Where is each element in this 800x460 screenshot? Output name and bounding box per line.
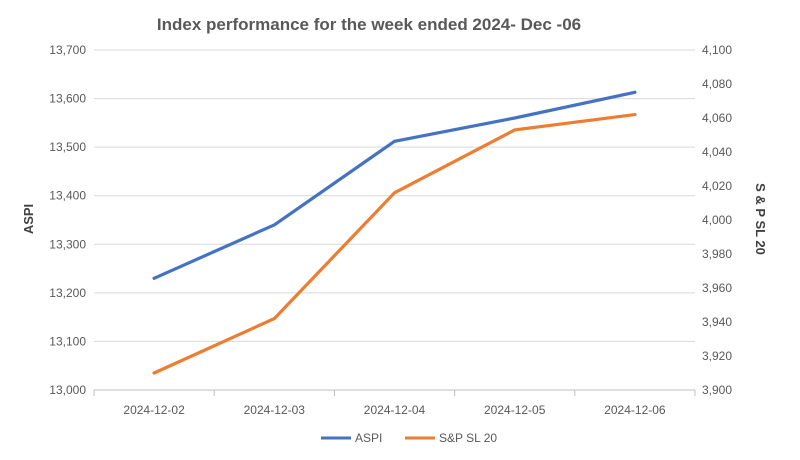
right-axis-title: S & P SL 20 bbox=[753, 183, 768, 255]
right-tick-label: 3,980 bbox=[702, 247, 732, 261]
x-tick-label: 2024-12-02 bbox=[123, 403, 185, 417]
data-point bbox=[633, 113, 637, 117]
right-tick-label: 4,020 bbox=[702, 179, 732, 193]
left-tick-label: 13,100 bbox=[49, 334, 86, 348]
right-tick-label: 3,900 bbox=[702, 383, 732, 397]
data-point bbox=[393, 139, 396, 143]
left-tick-label: 13,400 bbox=[49, 189, 86, 203]
data-point bbox=[152, 371, 156, 375]
left-tick-label: 13,700 bbox=[49, 43, 86, 57]
data-point bbox=[272, 317, 276, 321]
right-tick-label: 4,060 bbox=[702, 111, 732, 125]
data-point bbox=[513, 116, 517, 120]
x-tick-label: 2024-12-05 bbox=[484, 403, 546, 417]
legend-label: ASPI bbox=[355, 431, 382, 445]
right-tick-label: 4,100 bbox=[702, 43, 732, 57]
left-tick-label: 13,500 bbox=[49, 140, 86, 154]
left-tick-label: 13,600 bbox=[49, 92, 86, 106]
right-tick-label: 3,960 bbox=[702, 281, 732, 295]
right-tick-label: 3,920 bbox=[702, 349, 732, 363]
left-tick-label: 13,300 bbox=[49, 237, 86, 251]
left-axis-ticks: 13,000 13,100 13,200 13,300 13,400 13,500 13,6… bbox=[49, 43, 86, 397]
right-tick-label: 4,080 bbox=[702, 77, 732, 91]
left-tick-label: 13,000 bbox=[49, 383, 86, 397]
gridlines bbox=[94, 49, 695, 391]
x-tick-label: 2024-12-04 bbox=[364, 403, 426, 417]
right-tick-label: 4,000 bbox=[702, 213, 732, 227]
data-point bbox=[272, 223, 276, 227]
x-axis-ticks: 2024-12-02 2024-12-03 2024-12-04 2024-12-05… bbox=[93, 390, 696, 417]
chart-title: Index performance for the week ended 202… bbox=[157, 15, 581, 34]
right-tick-label: 4,040 bbox=[702, 145, 732, 159]
right-tick-label: 3,940 bbox=[702, 315, 732, 329]
x-tick-label: 2024-12-06 bbox=[604, 403, 666, 417]
series-line-aspi bbox=[152, 90, 637, 280]
legend: ASPI S&P SL 20 bbox=[321, 431, 497, 445]
data-point bbox=[633, 90, 637, 94]
left-tick-label: 13,200 bbox=[49, 286, 86, 300]
left-axis-title: ASPI bbox=[21, 204, 36, 234]
data-point bbox=[152, 276, 156, 280]
data-point bbox=[513, 128, 517, 132]
series-lines bbox=[152, 90, 637, 375]
data-point bbox=[393, 191, 396, 195]
x-tick-label: 2024-12-03 bbox=[244, 403, 306, 417]
right-axis-ticks: 3,900 3,920 3,940 3,960 3,980 4,000 4,020 4,040… bbox=[702, 43, 732, 397]
legend-label: S&P SL 20 bbox=[439, 431, 497, 445]
